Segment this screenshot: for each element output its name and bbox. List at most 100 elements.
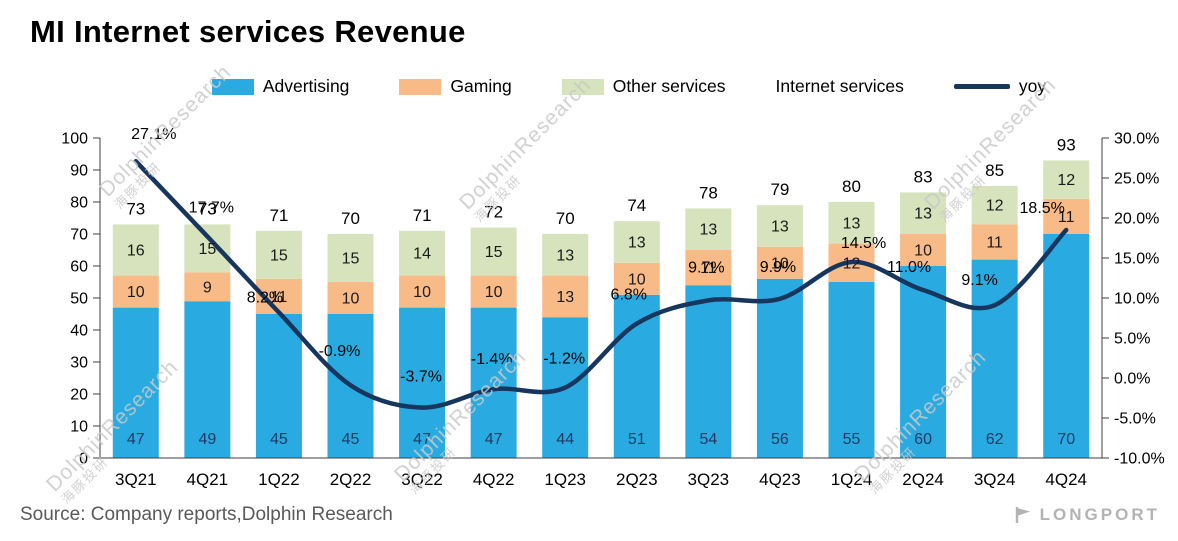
internet-services-total-label: 71 <box>413 206 432 225</box>
bar-advertising <box>112 307 159 458</box>
other-services-value-label: 12 <box>986 198 1004 215</box>
advertising-value-label: 45 <box>270 431 288 448</box>
internet-services-total-label: 78 <box>699 183 718 202</box>
left-axis-tick-label: 90 <box>70 163 88 180</box>
left-axis-tick-label: 0 <box>79 451 88 468</box>
bar-advertising <box>470 307 517 458</box>
yoy-value-label: -3.7% <box>400 369 442 386</box>
bar-gaming <box>470 275 517 308</box>
gaming-value-label: 11 <box>986 235 1003 252</box>
bar-other-services <box>184 224 231 273</box>
category-label: 4Q23 <box>759 470 801 489</box>
category-label: 1Q24 <box>831 470 873 489</box>
yoy-line-swatch <box>953 84 1010 89</box>
other-services-value-label: 13 <box>914 206 932 223</box>
gaming-value-label: 12 <box>843 255 861 272</box>
chart-title: MI Internet services Revenue <box>30 14 466 49</box>
other-services-value-label: 16 <box>127 243 145 260</box>
bar-gaming <box>613 262 660 295</box>
yoy-value-label: 11.0% <box>887 259 931 276</box>
category-label: 3Q23 <box>688 470 730 489</box>
advertising-value-label: 47 <box>127 431 145 448</box>
yoy-value-label: 27.1% <box>131 126 176 143</box>
yoy-line <box>133 158 1069 410</box>
left-axis-tick-label: 10 <box>70 419 88 436</box>
axes <box>93 137 1109 459</box>
bar-gaming <box>327 282 374 314</box>
bars-group <box>112 160 1090 458</box>
other-services-value-label: 13 <box>699 222 717 239</box>
left-axis-tick-label: 80 <box>70 195 88 212</box>
left-axis-tick-label: 50 <box>70 291 88 308</box>
advertising-value-label: 70 <box>1057 431 1075 448</box>
advertising-value-label: 47 <box>413 431 431 448</box>
right-axis-tick-label: 25.0% <box>1114 171 1159 188</box>
brand-name: LONGPORT <box>1039 505 1160 524</box>
bar-gaming <box>112 275 159 308</box>
internet-services-total-label: 85 <box>985 161 1004 180</box>
gaming-value-label: 10 <box>342 291 360 308</box>
advertising-value-label: 56 <box>771 431 789 448</box>
category-label: 3Q22 <box>401 470 443 489</box>
bar-advertising <box>255 314 302 458</box>
bar-other-services <box>399 230 446 276</box>
right-axis-tick-label: -5.0% <box>1114 411 1156 428</box>
legend-label: Gaming <box>450 76 512 96</box>
bar-other-services <box>1043 160 1090 199</box>
gaming-value-label: 13 <box>556 289 574 306</box>
advertising-value-label: 49 <box>198 431 216 448</box>
left-axis-tick-label: 40 <box>70 323 88 340</box>
bar-advertising <box>971 259 1018 458</box>
internet-services-total-label: 80 <box>842 177 861 196</box>
yoy-value-label: 6.8% <box>611 287 647 304</box>
left-axis-tick-label: 70 <box>70 227 88 244</box>
bar-gaming <box>399 275 446 308</box>
advertising-value-label: 55 <box>843 431 861 448</box>
yoy-value-label: 17.7% <box>189 199 234 216</box>
advertising-value-label: 54 <box>699 431 717 448</box>
bar-advertising <box>685 285 732 458</box>
category-label: 2Q23 <box>616 470 658 489</box>
advertising-swatch <box>211 78 254 95</box>
bar-other-services <box>327 234 374 282</box>
right-axis-tick-label: -10.0% <box>1114 451 1165 468</box>
source-note: Source: Company reports,Dolphin Research <box>20 504 393 525</box>
right-axis-tick-label: 15.0% <box>1114 251 1159 268</box>
chart-legend: Advertising Gaming Other services Internet … <box>0 76 1178 97</box>
other-services-value-label: 15 <box>270 247 288 264</box>
other-services-value-label: 13 <box>628 235 646 252</box>
gaming-value-label: 10 <box>628 271 646 288</box>
internet-services-total-label: 70 <box>556 209 575 228</box>
gaming-value-label: 10 <box>127 284 145 301</box>
category-label: 1Q23 <box>544 470 586 489</box>
category-label: 4Q22 <box>473 470 515 489</box>
internet-services-total-label: 71 <box>269 206 288 225</box>
bar-gaming <box>900 234 947 266</box>
right-axis-tick-label: 20.0% <box>1114 211 1159 228</box>
bar-other-services <box>685 208 732 250</box>
longport-logo-icon <box>1015 507 1030 523</box>
legend-item-internet-services: Internet services <box>776 76 904 97</box>
other-services-value-label: 15 <box>485 244 503 261</box>
bar-other-services <box>900 192 947 234</box>
bar-advertising <box>828 282 875 458</box>
yoy-value-label: 9.1% <box>961 272 997 289</box>
legend-item-yoy: yoy <box>953 76 1047 97</box>
internet-services-total-label: 70 <box>341 209 360 228</box>
yoy-value-label: 14.5% <box>841 235 886 252</box>
left-axis-tick-label: 100 <box>61 131 88 148</box>
internet-services-total-label: 83 <box>914 167 933 186</box>
gaming-swatch <box>399 78 442 95</box>
legend-label: Other services <box>612 76 726 96</box>
gaming-value-label: 9 <box>203 279 212 296</box>
other-services-swatch <box>561 78 604 95</box>
yoy-value-label: 18.5% <box>1020 200 1065 217</box>
bar-gaming <box>184 272 231 302</box>
bar-other-services <box>828 202 875 244</box>
longport-brand: LONGPORT <box>1013 505 1160 525</box>
right-axis-tick-label: 30.0% <box>1114 131 1159 148</box>
left-axis-tick-label: 30 <box>70 355 88 372</box>
legend-label: yoy <box>1018 76 1047 96</box>
